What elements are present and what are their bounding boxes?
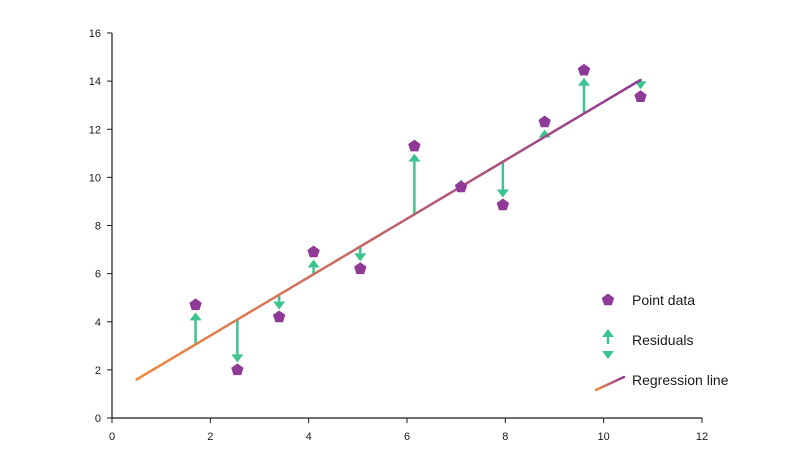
legend-line-icon [594,375,626,392]
y-tick-label: 12 [89,124,101,136]
residual-arrow [578,77,590,114]
y-tick-label: 0 [95,413,101,425]
y-tick-label: 2 [95,365,101,377]
data-point [496,198,510,211]
residual-arrowhead [408,153,421,162]
data-point [634,90,647,103]
residual-arrow [231,319,244,363]
y-tick-label: 10 [89,172,101,184]
x-tick-label: 10 [598,431,610,443]
data-point [272,310,286,323]
residual-arrowhead [496,189,509,198]
data-point [454,180,468,193]
legend-point-icon [601,293,615,306]
data-point [577,63,591,76]
points [189,63,647,376]
data-point [538,115,551,128]
axes [111,33,702,419]
y-tick-label: 6 [95,269,101,281]
residual-arrowhead [273,301,286,310]
y-tick-label: 16 [89,28,101,40]
legend-label: Residuals [632,332,693,348]
residual-arrow [496,161,509,198]
data-point [189,298,202,311]
residual-arrowhead [578,77,590,86]
residual-arrowhead [634,81,647,90]
x-tick-label: 8 [502,431,508,443]
legend-item-line: Regression line [594,372,729,392]
residual-arrowhead [354,253,367,262]
x-tick-label: 0 [109,431,115,443]
x-tick-label: 6 [404,431,410,443]
residual-arrow [189,312,202,345]
y-tick-label: 14 [89,76,101,88]
regression-line-group [135,78,642,381]
residuals [189,77,647,363]
data-point [231,363,244,376]
legend-item-residual: Residuals [602,329,693,359]
residual-arrowhead [307,259,320,268]
legend-item-point: Point data [601,292,695,308]
ticks: 0 2 4 6 8 10 12 0 2 4 6 8 10 12 14 16 [89,28,708,443]
legend-label: Regression line [632,372,729,388]
legend: Point data Residuals Regression line [594,292,729,392]
x-tick-label: 12 [696,431,708,443]
y-tick-label: 8 [95,221,101,233]
residual-arrowhead [189,312,202,321]
legend-residual-down-icon [602,351,614,359]
data-point [408,139,421,152]
legend-label: Point data [632,292,695,308]
x-tick-label: 4 [306,431,312,443]
data-point [307,245,320,258]
residual-arrowhead [231,354,244,363]
legend-residual-up-icon [602,329,614,337]
y-tick-label: 4 [95,317,101,329]
residual-arrow [408,153,421,215]
x-tick-label: 2 [207,431,213,443]
regression-line [135,78,642,381]
data-point [354,262,367,275]
